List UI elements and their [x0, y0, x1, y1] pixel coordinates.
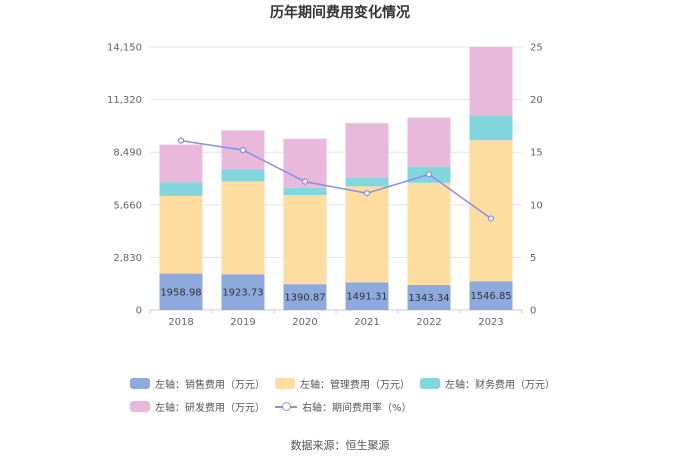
legend: 左轴：销售费用（万元） 左轴：管理费用（万元） 左轴：财务费用（万元） 左轴：研发费用…	[130, 376, 570, 414]
bar-data-label: 1546.85	[470, 291, 511, 302]
bar-data-label: 1343.34	[408, 293, 449, 304]
axes: 0 0 2,830 5 5,660 10 8,490 15 11,320 20 14,150 25 20…	[107, 43, 543, 329]
y-right-tick-label: 0	[530, 306, 536, 317]
legend-item[interactable]: 左轴：研发费用（万元）	[130, 399, 265, 414]
bar-segment	[469, 46, 513, 117]
rate-line-point	[239, 146, 247, 154]
bar-segment	[159, 144, 203, 183]
legend-label: 左轴：管理费用（万元）	[300, 380, 410, 391]
bar-data-label: 1491.31	[346, 292, 387, 303]
bar-data-label: 1923.73	[222, 288, 263, 299]
bar-segment	[283, 187, 327, 196]
rate-line-point	[177, 137, 185, 144]
bar-segment	[345, 177, 389, 187]
bar-segment	[407, 117, 451, 167]
bar-data-label: 1958.98	[160, 287, 201, 298]
bar-segment	[469, 281, 513, 310]
bar-segment	[159, 195, 203, 274]
rate-line-point	[425, 171, 433, 178]
bar-segment	[221, 181, 265, 275]
legend-item[interactable]: 左轴：管理费用（万元）	[275, 376, 410, 391]
y-right-tick-label: 15	[530, 148, 543, 159]
legend-swatch	[420, 378, 440, 389]
bar-data-label: 1390.87	[284, 293, 325, 304]
legend-label: 左轴：财务费用（万元）	[445, 380, 555, 391]
bar-segment	[469, 116, 513, 141]
y-right-tick-label: 25	[530, 43, 543, 54]
bars: 1958.98 1923.73 1390.87 1491.31 1343.34 1546.…	[159, 46, 513, 310]
bar-segment	[469, 140, 513, 282]
legend-swatch	[275, 378, 295, 389]
bar-segment	[283, 195, 327, 285]
chart-title: 历年期间费用变化情况	[270, 4, 410, 21]
y-left-tick-label: 14,150	[107, 43, 142, 54]
bar-segment	[159, 273, 203, 310]
bar-segment	[283, 284, 327, 310]
bar-segment	[159, 182, 203, 196]
legend-label: 右轴：期间费用率（%）	[302, 403, 412, 414]
legend-item[interactable]: 右轴：期间费用率（%）	[275, 399, 412, 414]
rate-line	[177, 137, 495, 222]
legend-item[interactable]: 左轴：财务费用（万元）	[420, 376, 555, 391]
y-left-tick-label: 0	[136, 306, 142, 317]
legend-item[interactable]: 左轴：销售费用（万元）	[130, 376, 265, 391]
bar-segment	[345, 123, 389, 178]
legend-swatch	[130, 378, 150, 389]
rate-line-point	[363, 190, 371, 197]
y-right-tick-label: 10	[530, 200, 543, 211]
y-left-tick-label: 8,490	[113, 148, 142, 159]
source-text: 数据来源：恒生聚源	[290, 439, 390, 452]
x-tick-label: 2018	[168, 317, 193, 328]
grid	[150, 46, 522, 311]
rate-line-path	[180, 139, 492, 220]
legend-label: 左轴：销售费用（万元）	[155, 380, 265, 391]
y-left-tick-label: 11,320	[107, 95, 142, 106]
y-right-tick-label: 5	[530, 253, 536, 264]
x-tick-label: 2021	[354, 317, 379, 328]
chart: 历年期间费用变化情况 1958.98 1923.73 1390.87 1491.31 1…	[107, 4, 543, 329]
rate-line-point	[301, 178, 309, 185]
x-tick-label: 2023	[478, 317, 503, 328]
legend-label: 左轴：研发费用（万元）	[155, 403, 265, 414]
bar-segment	[345, 186, 389, 283]
x-tick-label: 2019	[230, 317, 255, 328]
bar-segment	[407, 182, 451, 286]
legend-swatch	[275, 401, 297, 412]
x-tick-label: 2020	[292, 317, 317, 328]
rate-line-point	[487, 215, 495, 222]
y-left-tick-label: 5,660	[113, 200, 142, 211]
bar-segment	[345, 282, 389, 310]
bar-segment	[407, 285, 451, 310]
y-right-tick-label: 20	[530, 95, 543, 106]
x-tick-label: 2022	[416, 317, 441, 328]
bar-segment	[221, 274, 265, 310]
legend-swatch	[130, 401, 150, 412]
y-left-tick-label: 2,830	[113, 253, 142, 264]
bar-segment	[221, 169, 265, 182]
